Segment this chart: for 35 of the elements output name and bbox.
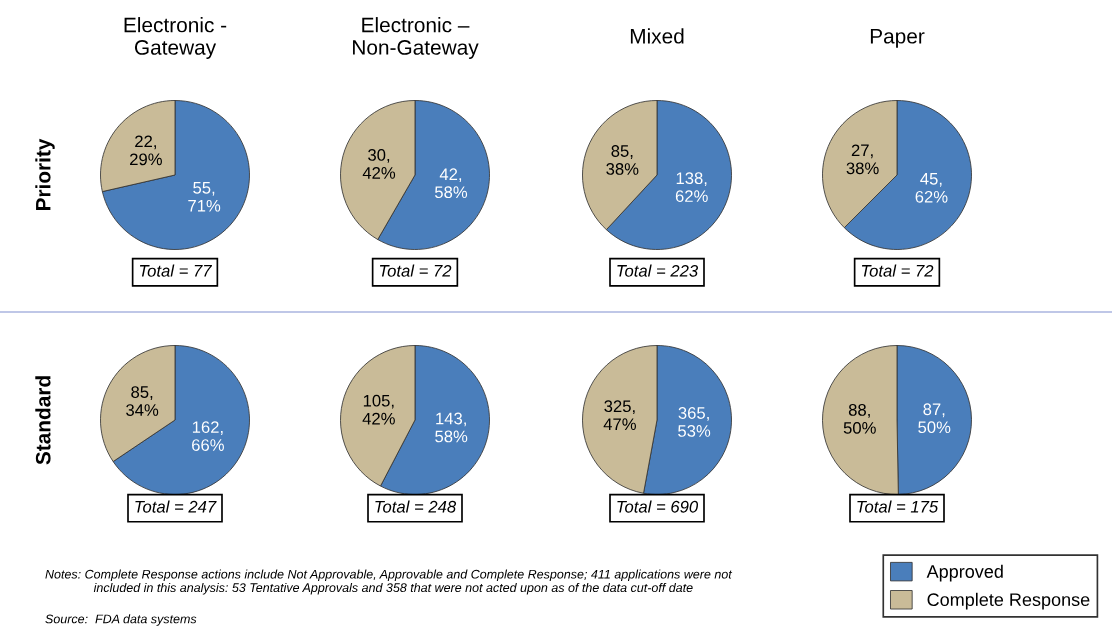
text: Notes: Complete Response actions include Not Approvable, Approvable and Complete Response; 411 applications were not included in this analysis: 53 Tentative Approvals and 358 that were not acted upon as of the data cut-off date [45, 569, 733, 595]
text: Total = 72 [861, 264, 934, 277]
data-label: 85, 38% [606, 145, 639, 175]
pie-slice [101, 100, 250, 250]
text: Total = 223 [617, 264, 699, 277]
source-note: Source: FDA data systems [45, 614, 197, 626]
data-label: 45, 62% [915, 173, 948, 203]
data-label: 85, 34% [126, 386, 159, 416]
data-label: 42, 58% [434, 168, 468, 199]
data-label: 162, 66% [192, 421, 224, 451]
text: Priority [35, 138, 55, 211]
chart-title: Mixed [630, 28, 684, 44]
data-label: 87, 50% [918, 403, 951, 434]
data-label: 55, 71% [188, 182, 221, 212]
data-label: 27, 38% [846, 144, 879, 175]
text: Total = 248 [375, 500, 457, 513]
text: Total = 690 [617, 500, 699, 513]
text: Total = 247 [135, 500, 217, 513]
chart-title: Paper [870, 29, 925, 48]
data-label: 22, 29% [130, 135, 162, 166]
legend-label: Approved [926, 564, 1003, 582]
text: Total = 72 [379, 264, 452, 277]
legend-label: Complete Response [927, 592, 1090, 610]
text: Total = 77 [139, 264, 213, 277]
chart-title: Electronic - Gateway [124, 17, 227, 59]
data-label: 325, 47% [603, 400, 636, 430]
data-label: 143, 58% [435, 412, 468, 443]
data-label: 138, 62% [675, 172, 708, 203]
text: Total = 175 [857, 500, 939, 513]
chart-title: Electronic – Non-Gateway [353, 17, 479, 59]
data-label: 105, 42% [362, 394, 395, 425]
data-label: 365, 53% [678, 407, 711, 437]
data-label: 88, 50% [843, 404, 876, 434]
data-label: 30, 42% [362, 149, 396, 179]
text: Standard [35, 376, 51, 465]
